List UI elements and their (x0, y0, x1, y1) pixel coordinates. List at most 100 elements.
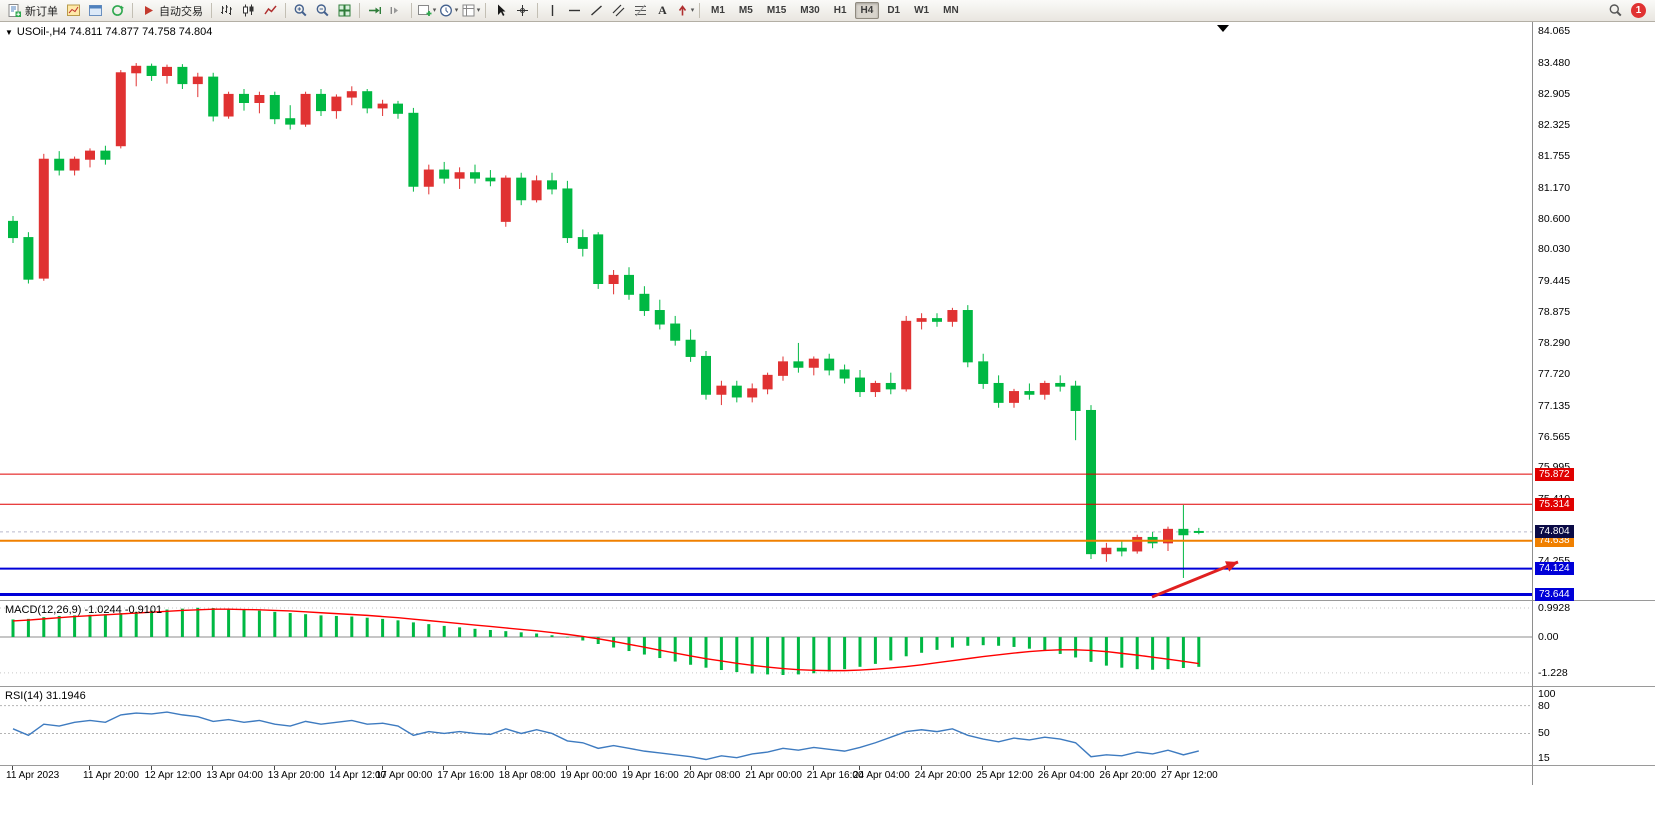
time-axis-label: 11 Apr 2023 (6, 770, 60, 781)
cursor-button[interactable] (490, 1, 511, 20)
candle-body (716, 385, 727, 395)
market-watch-icon (89, 5, 102, 16)
new-chart-button[interactable]: ▾ (416, 1, 437, 20)
vertical-line-button[interactable] (542, 1, 563, 20)
text-tool-button[interactable]: A (652, 1, 673, 20)
toolbar-separator (699, 3, 700, 18)
candlestick-chart[interactable] (0, 22, 1532, 601)
toolbar-separator (485, 3, 486, 18)
candle-body (377, 103, 388, 109)
tf-button-M30[interactable]: M30 (800, 5, 820, 16)
auto-trading-button[interactable]: 自动交易 (137, 1, 207, 20)
candle-body (54, 158, 65, 171)
time-axis-tick (982, 766, 984, 770)
time-axis-label: 19 Apr 16:00 (622, 770, 679, 781)
chart-window-button[interactable] (63, 1, 84, 20)
candle-body (8, 220, 18, 239)
candle-body (654, 310, 665, 325)
time-axis-tick (335, 766, 337, 770)
timeframe-group: M1 M5 M15 M30 H1 H4 D1 W1 MN (704, 2, 966, 19)
candle-body (393, 103, 403, 114)
time-axis-tick (859, 766, 860, 770)
price-level-badge: 75.872 (1535, 467, 1574, 481)
arrows-tool-button[interactable]: ▾ (674, 1, 695, 20)
candle-body (932, 318, 942, 322)
tf-button-H4[interactable]: H4 (854, 2, 880, 19)
candle-body (1039, 382, 1050, 395)
zoom-in-icon (294, 4, 307, 17)
toolbar-separator (211, 3, 212, 18)
tf-button-H1[interactable]: H1 (833, 5, 847, 16)
tf-button-M1[interactable]: M1 (711, 5, 725, 16)
candle-body (577, 237, 588, 249)
price-axis-label: 82.905 (1538, 88, 1571, 101)
search-icon (1609, 4, 1622, 17)
arrow-tool-icon (678, 5, 686, 16)
crosshair-button[interactable] (512, 1, 533, 20)
zoom-in-button[interactable] (290, 1, 311, 20)
time-axis-label: 27 Apr 12:00 (1161, 770, 1218, 781)
tile-windows-button[interactable] (334, 1, 355, 20)
line-chart-button[interactable] (260, 1, 281, 20)
candle-body (254, 94, 265, 104)
candle-body (639, 293, 650, 312)
market-watch-button[interactable] (85, 1, 106, 20)
panel-divider[interactable] (0, 600, 1655, 601)
chart-shift-button[interactable] (386, 1, 407, 20)
trendline-button[interactable] (586, 1, 607, 20)
auto-scroll-button[interactable] (364, 1, 385, 20)
toolbar-separator (285, 3, 286, 18)
candle-body (1086, 409, 1096, 555)
fibonacci-button[interactable] (630, 1, 651, 20)
search-button[interactable] (1605, 1, 1626, 20)
macd-axis-label: 0.9928 (1538, 601, 1571, 614)
toolbar: 新订单 自动交易 (0, 0, 1655, 22)
candle-body (1193, 530, 1204, 533)
candle-body (331, 96, 342, 112)
chevron-down-icon: ▾ (454, 7, 459, 14)
price-axis-label: 79.445 (1538, 275, 1571, 288)
vertical-line-icon (551, 5, 554, 16)
candle-body (100, 150, 111, 160)
rsi-axis-label: 15 (1538, 752, 1550, 764)
panel-divider[interactable] (0, 686, 1655, 687)
candle-body (916, 318, 927, 322)
time-axis-tick (381, 766, 383, 770)
candle-body (346, 91, 357, 98)
annotation-arrow (1151, 560, 1239, 599)
tf-button-M5[interactable]: M5 (738, 5, 753, 16)
new-order-button[interactable]: 新订单 (3, 1, 62, 20)
macd-axis-label: -1.228 (1538, 666, 1568, 679)
tf-button-M15[interactable]: M15 (766, 5, 787, 16)
price-axis[interactable]: 84.065 83.480 82.905 82.325 81.755 81.170 80.6… (1533, 0, 1655, 827)
time-axis-label: 24 Apr 20:00 (914, 770, 972, 781)
time-axis-label: 21 Apr 16:00 (806, 770, 864, 781)
chevron-down-icon: ▾ (690, 7, 695, 14)
zoom-out-button[interactable] (312, 1, 333, 20)
notification-badge[interactable]: 1 (1631, 3, 1646, 18)
candlestick-chart-button[interactable] (238, 1, 259, 20)
candle-body (362, 91, 373, 109)
tf-button-D1[interactable]: D1 (887, 5, 901, 16)
candlestick-icon (243, 4, 254, 17)
candle-body (901, 320, 912, 390)
price-axis-label: 84.065 (1538, 25, 1571, 38)
panel-divider (0, 765, 1655, 766)
time-axis-label: 21 Apr 00:00 (745, 770, 802, 781)
channel-button[interactable] (608, 1, 629, 20)
candle-body (793, 361, 804, 368)
templates-button[interactable]: ▾ (460, 1, 481, 20)
macd-panel[interactable] (0, 601, 1532, 687)
symbol-menu-icon[interactable]: ▼ (5, 27, 13, 37)
tf-button-W1[interactable]: W1 (914, 5, 930, 16)
candle-body (885, 382, 896, 390)
horizontal-line-button[interactable] (564, 1, 585, 20)
rsi-panel[interactable] (0, 687, 1532, 766)
candle-body (839, 369, 850, 379)
bar-chart-button[interactable] (216, 1, 237, 20)
candle-body (177, 66, 188, 85)
refresh-button[interactable] (107, 1, 128, 20)
tf-button-MN[interactable]: MN (943, 5, 959, 16)
candle-body (500, 177, 511, 222)
periods-button[interactable]: ▾ (438, 1, 459, 20)
